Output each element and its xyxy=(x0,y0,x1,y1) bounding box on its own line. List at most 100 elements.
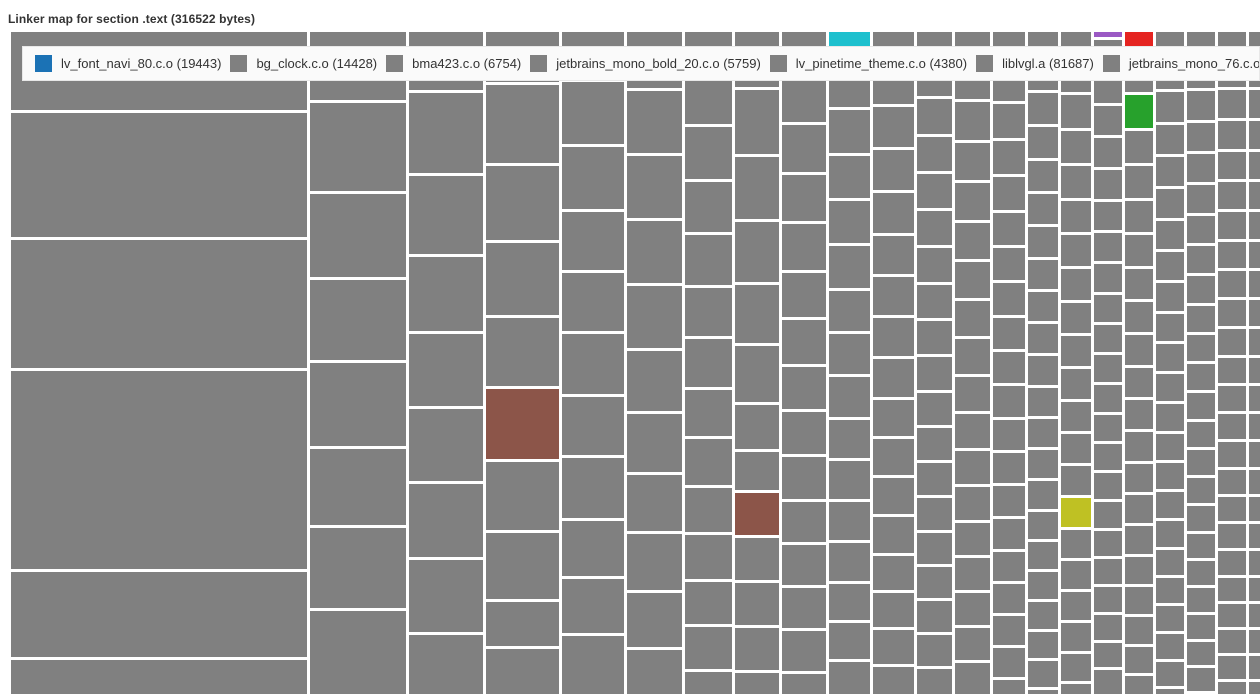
treemap-tile[interactable] xyxy=(1094,170,1122,199)
treemap-tile[interactable] xyxy=(917,567,952,598)
treemap-tile[interactable] xyxy=(1187,588,1215,612)
treemap-tile[interactable] xyxy=(1249,121,1260,149)
treemap-tile[interactable] xyxy=(1061,561,1091,589)
treemap-tile[interactable] xyxy=(955,487,990,520)
treemap-tile[interactable] xyxy=(1218,524,1246,548)
treemap-tile[interactable] xyxy=(873,478,914,514)
treemap-tile[interactable] xyxy=(873,400,914,436)
treemap-tile[interactable] xyxy=(873,667,914,694)
treemap-tile[interactable] xyxy=(955,223,990,259)
treemap-tile[interactable] xyxy=(1187,506,1215,531)
treemap-tile[interactable] xyxy=(829,201,870,243)
treemap-tile[interactable] xyxy=(873,593,914,627)
treemap-tile[interactable] xyxy=(782,502,826,542)
treemap-tile[interactable] xyxy=(627,593,682,647)
treemap-tile[interactable] xyxy=(993,648,1025,677)
treemap-tile[interactable] xyxy=(917,248,952,282)
treemap-tile[interactable] xyxy=(1218,604,1246,627)
treemap-tile[interactable] xyxy=(735,583,779,625)
treemap-tile[interactable] xyxy=(1028,690,1058,694)
treemap-tile[interactable] xyxy=(735,493,779,535)
treemap-tile[interactable] xyxy=(917,635,952,666)
treemap-tile[interactable] xyxy=(1187,668,1215,691)
treemap-tile[interactable] xyxy=(1187,91,1215,120)
treemap-tile[interactable] xyxy=(917,533,952,564)
treemap-tile[interactable] xyxy=(1094,138,1122,167)
treemap-tile[interactable] xyxy=(735,673,779,694)
treemap-tile[interactable] xyxy=(1156,283,1184,311)
treemap-tile[interactable] xyxy=(1187,615,1215,639)
treemap-tile[interactable] xyxy=(1218,682,1246,694)
treemap-tile[interactable] xyxy=(993,616,1025,645)
treemap-tile[interactable] xyxy=(409,560,483,632)
treemap-tile[interactable] xyxy=(1028,324,1058,353)
treemap-tile[interactable] xyxy=(873,630,914,664)
treemap-tile[interactable] xyxy=(1249,386,1260,411)
treemap-tile[interactable] xyxy=(1218,90,1246,118)
treemap-tile[interactable] xyxy=(993,104,1025,138)
treemap-tile[interactable] xyxy=(873,236,914,274)
treemap-tile[interactable] xyxy=(829,584,870,620)
treemap-tile[interactable] xyxy=(1218,271,1246,297)
treemap-tile[interactable] xyxy=(1156,578,1184,603)
treemap-tile[interactable] xyxy=(486,602,559,646)
treemap-tile[interactable] xyxy=(310,103,406,191)
treemap-tile[interactable] xyxy=(955,663,990,694)
treemap-tile[interactable] xyxy=(1028,512,1058,539)
treemap-tile[interactable] xyxy=(1187,642,1215,665)
treemap-tile[interactable] xyxy=(627,286,682,348)
treemap-tile[interactable] xyxy=(310,449,406,525)
legend-item[interactable]: bma423.c.o (6754) xyxy=(386,55,521,72)
treemap-tile[interactable] xyxy=(917,357,952,390)
treemap-tile[interactable] xyxy=(486,462,559,530)
treemap-tile[interactable] xyxy=(873,318,914,356)
treemap-tile[interactable] xyxy=(1156,434,1184,460)
treemap-tile[interactable] xyxy=(993,486,1025,516)
treemap-tile[interactable] xyxy=(1125,676,1153,694)
treemap-tile[interactable] xyxy=(1156,157,1184,186)
treemap-tile[interactable] xyxy=(1028,661,1058,687)
treemap-tile[interactable] xyxy=(1249,271,1260,297)
treemap-tile[interactable] xyxy=(782,588,826,628)
treemap-tile[interactable] xyxy=(1249,551,1260,575)
treemap-tile[interactable] xyxy=(1218,121,1246,149)
treemap-tile[interactable] xyxy=(829,543,870,581)
treemap-tile[interactable] xyxy=(1125,269,1153,299)
treemap-tile[interactable] xyxy=(627,156,682,218)
treemap-tile[interactable] xyxy=(917,99,952,134)
treemap-tile[interactable] xyxy=(1094,415,1122,441)
treemap-tile[interactable] xyxy=(782,273,826,317)
treemap-tile[interactable] xyxy=(829,334,870,374)
treemap-tile[interactable] xyxy=(993,141,1025,174)
treemap-tile[interactable] xyxy=(1061,131,1091,163)
treemap-tile[interactable] xyxy=(1218,470,1246,494)
treemap-tile[interactable] xyxy=(1094,643,1122,667)
treemap-tile[interactable] xyxy=(1218,212,1246,239)
treemap-tile[interactable] xyxy=(1061,654,1091,681)
treemap-tile[interactable] xyxy=(562,521,624,576)
treemap-tile[interactable] xyxy=(1061,402,1091,431)
treemap-tile[interactable] xyxy=(782,75,826,122)
treemap-tile[interactable] xyxy=(1249,604,1260,627)
treemap-tile[interactable] xyxy=(1218,630,1246,653)
treemap-tile[interactable] xyxy=(782,224,826,270)
treemap-tile[interactable] xyxy=(685,127,732,179)
treemap-tile[interactable] xyxy=(1125,617,1153,644)
treemap-tile[interactable] xyxy=(1156,662,1184,686)
treemap-tile[interactable] xyxy=(1156,125,1184,154)
treemap-tile[interactable] xyxy=(993,552,1025,581)
treemap-tile[interactable] xyxy=(1028,542,1058,569)
treemap-tile[interactable] xyxy=(562,579,624,633)
treemap-tile[interactable] xyxy=(627,414,682,472)
treemap-tile[interactable] xyxy=(873,107,914,147)
treemap-tile[interactable] xyxy=(1094,355,1122,382)
treemap-tile[interactable] xyxy=(1094,233,1122,261)
treemap-tile[interactable] xyxy=(685,672,732,694)
treemap-tile[interactable] xyxy=(993,248,1025,280)
treemap-tile[interactable] xyxy=(829,377,870,417)
treemap-tile[interactable] xyxy=(1156,404,1184,431)
treemap-tile[interactable] xyxy=(873,556,914,590)
treemap-tile[interactable] xyxy=(1061,336,1091,366)
treemap-tile[interactable] xyxy=(1156,550,1184,575)
treemap-legend[interactable]: lv_font_navi_80.c.o (19443) bg_clock.c.o … xyxy=(22,46,1260,81)
